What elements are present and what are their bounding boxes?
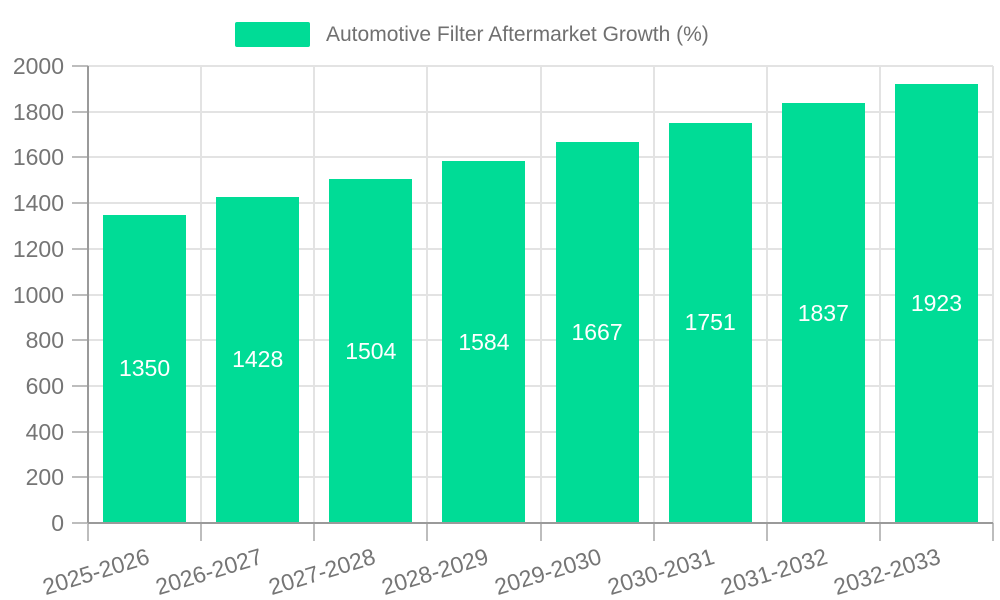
y-axis-line [87,66,89,523]
bar-value-label: 1504 [345,337,397,364]
y-tick [72,430,88,433]
bar: 1350 [103,214,187,523]
bar: 1923 [894,83,978,523]
y-tick [72,522,88,524]
bar-value-label: 1428 [232,346,284,373]
y-tick [72,156,88,159]
v-gridline [426,66,429,523]
x-axis-line [88,522,993,524]
legend: Automotive Filter Aftermarket Growth (%) [0,0,1000,56]
bar-value-label: 1837 [797,299,849,326]
v-gridline [313,66,316,523]
x-tick [652,523,655,541]
bar: 1428 [216,196,300,523]
y-tick [72,339,88,342]
v-gridline [652,66,655,523]
bar: 1584 [442,161,526,523]
bar: 1504 [329,179,413,523]
y-tick [72,202,88,205]
v-gridline [992,66,994,523]
x-tick [765,523,768,541]
x-tick [313,523,316,541]
x-axis-label: 2027-2028 [265,543,379,600]
y-tick [72,293,88,296]
bar: 1751 [668,122,752,523]
x-axis-label: 2028-2029 [378,543,492,600]
x-axis-label: 2031-2032 [717,543,831,600]
y-axis-label: 600 [25,372,64,399]
x-axis-label: 2032-2033 [830,543,944,600]
v-gridline [200,66,203,523]
legend-swatch-icon [235,22,310,47]
x-tick [200,523,203,541]
legend-label: Automotive Filter Aftermarket Growth (%) [326,23,709,46]
y-axis-label: 1600 [12,144,64,171]
bar-value-label: 1350 [118,355,171,382]
y-tick [72,110,88,113]
bar: 1837 [781,103,865,523]
y-axis-label: 0 [51,510,64,536]
y-tick [72,247,88,250]
bar-value-label: 1751 [684,309,736,336]
x-tick [992,523,994,541]
y-axis-label: 1400 [12,190,64,217]
x-axis-label: 2029-2030 [491,543,605,600]
v-gridline [878,66,881,523]
y-axis-label: 1200 [12,235,64,262]
bar: 1667 [555,142,639,523]
y-axis-label: 200 [25,464,64,491]
v-gridline [765,66,768,523]
bar-value-label: 1667 [571,319,623,346]
bar-value-label: 1584 [458,328,510,355]
x-tick [426,523,429,541]
x-tick [539,523,542,541]
y-tick [72,65,88,67]
x-tick [87,523,89,541]
x-axis-label: 2026-2027 [152,543,265,600]
y-axis-label: 400 [25,418,64,445]
legend-item[interactable]: Automotive Filter Aftermarket Growth (%) [235,22,709,47]
y-tick [72,384,88,387]
v-gridline [539,66,542,523]
y-tick [72,476,88,479]
x-axis-label: 2025-2026 [39,543,152,600]
bar-value-label: 1923 [910,289,963,316]
x-tick [878,523,881,541]
y-axis-label: 2000 [12,53,64,79]
y-axis-label: 800 [25,327,64,354]
y-axis-label: 1800 [12,98,64,125]
x-axis-label: 2030-2031 [604,543,718,600]
y-axis-label: 1000 [12,281,64,308]
